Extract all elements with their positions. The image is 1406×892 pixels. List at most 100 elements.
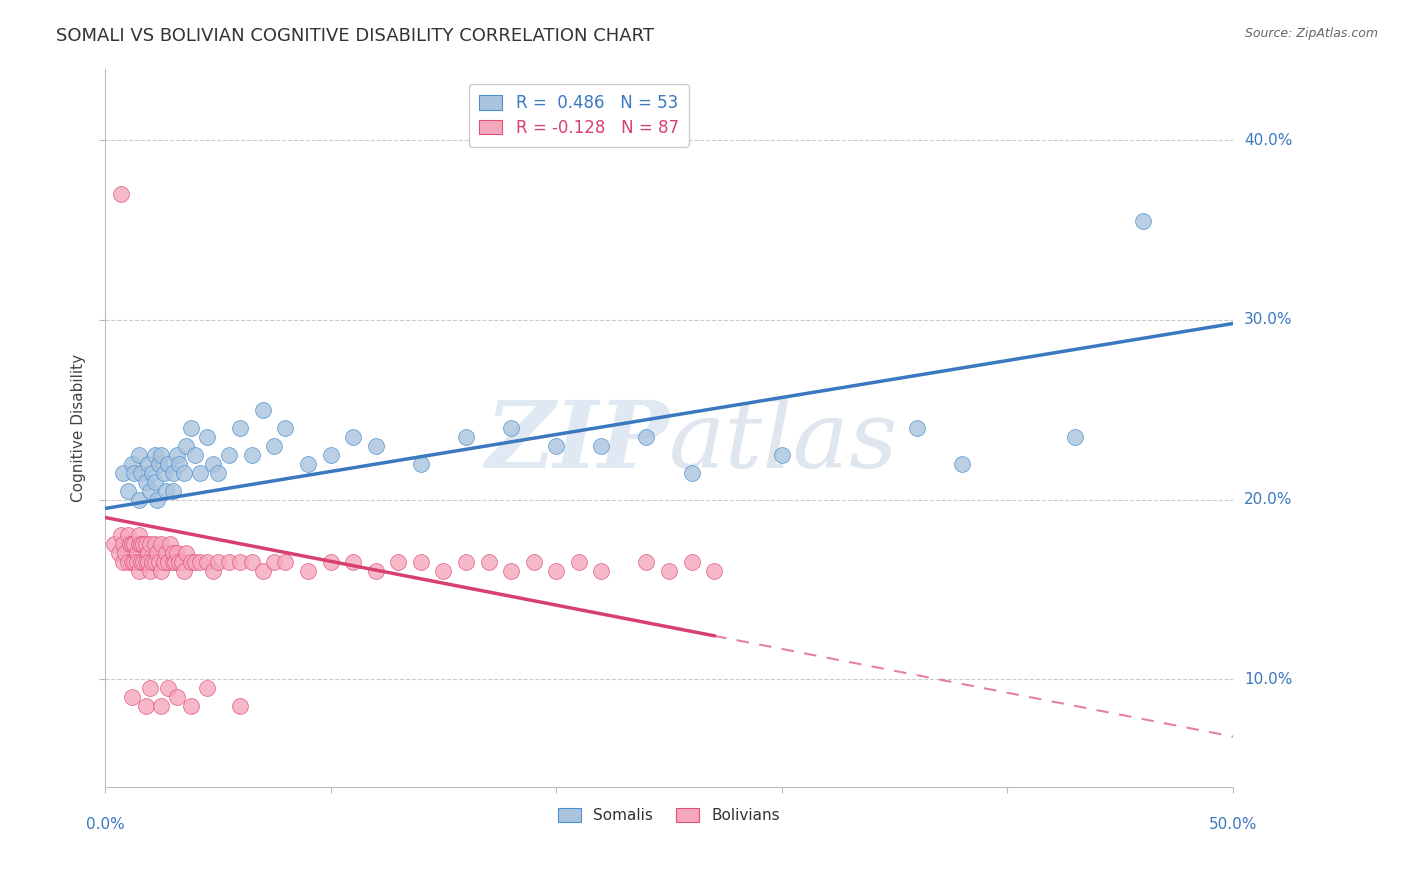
Point: [150, 537, 173, 551]
Point: [195, 430, 218, 444]
Point: [143, 475, 166, 489]
Point: [591, 439, 613, 453]
Point: [143, 555, 166, 569]
Point: [636, 555, 658, 569]
Point: [110, 528, 132, 542]
Point: [117, 555, 139, 569]
Point: [263, 555, 285, 569]
Point: [129, 537, 152, 551]
Point: [454, 555, 477, 569]
Point: [681, 555, 703, 569]
Text: Source: ZipAtlas.com: Source: ZipAtlas.com: [1244, 27, 1378, 40]
Point: [174, 546, 197, 560]
Point: [128, 565, 150, 579]
Point: [240, 555, 263, 569]
Point: [905, 420, 928, 434]
Point: [110, 187, 132, 202]
Point: [499, 565, 522, 579]
Point: [143, 448, 166, 462]
Point: [409, 555, 432, 569]
Point: [229, 420, 252, 434]
Point: [180, 555, 202, 569]
Point: [128, 537, 150, 551]
Point: [152, 555, 174, 569]
Point: [202, 457, 225, 471]
Point: [124, 555, 146, 569]
Point: [129, 555, 152, 569]
Point: [118, 537, 141, 551]
Point: [950, 457, 973, 471]
Point: [139, 537, 162, 551]
Point: [163, 555, 186, 569]
Point: [454, 430, 477, 444]
Point: [170, 555, 193, 569]
Point: [703, 565, 725, 579]
Text: 10.0%: 10.0%: [1244, 672, 1292, 687]
Point: [128, 448, 150, 462]
Point: [136, 555, 159, 569]
Point: [169, 555, 191, 569]
Point: [141, 466, 163, 480]
Point: [432, 565, 454, 579]
Point: [195, 555, 218, 569]
Point: [155, 483, 177, 498]
Point: [129, 466, 152, 480]
Point: [136, 546, 159, 560]
Point: [166, 448, 188, 462]
Point: [681, 466, 703, 480]
Point: [162, 466, 184, 480]
Point: [770, 448, 793, 462]
Point: [274, 555, 297, 569]
Legend: Somalis, Bolivians: Somalis, Bolivians: [553, 802, 786, 830]
Point: [162, 555, 184, 569]
Text: ZIP: ZIP: [485, 397, 669, 487]
Point: [180, 420, 202, 434]
Point: [114, 546, 136, 560]
Point: [169, 457, 191, 471]
Text: 20.0%: 20.0%: [1244, 492, 1292, 507]
Point: [342, 555, 364, 569]
Point: [546, 565, 568, 579]
Point: [591, 565, 613, 579]
Point: [117, 528, 139, 542]
Point: [184, 448, 207, 462]
Point: [218, 555, 240, 569]
Point: [207, 555, 229, 569]
Point: [477, 555, 499, 569]
Point: [229, 555, 252, 569]
Point: [162, 546, 184, 560]
Point: [202, 565, 225, 579]
Point: [112, 555, 135, 569]
Point: [252, 565, 274, 579]
Text: atlas: atlas: [669, 397, 898, 487]
Point: [135, 475, 157, 489]
Point: [297, 457, 319, 471]
Point: [297, 565, 319, 579]
Point: [1064, 430, 1087, 444]
Point: [125, 555, 148, 569]
Point: [143, 537, 166, 551]
Point: [240, 448, 263, 462]
Point: [124, 466, 146, 480]
Point: [499, 420, 522, 434]
Text: 0.0%: 0.0%: [86, 817, 124, 832]
Point: [159, 537, 181, 551]
Point: [125, 546, 148, 560]
Point: [132, 537, 155, 551]
Point: [152, 466, 174, 480]
Point: [188, 466, 211, 480]
Point: [132, 555, 155, 569]
Point: [146, 546, 169, 560]
Point: [263, 439, 285, 453]
Point: [117, 483, 139, 498]
Point: [252, 402, 274, 417]
Point: [128, 528, 150, 542]
Point: [173, 466, 195, 480]
Point: [107, 546, 129, 560]
Point: [195, 681, 218, 695]
Point: [112, 537, 135, 551]
Point: [229, 699, 252, 714]
Point: [218, 448, 240, 462]
Point: [157, 457, 180, 471]
Point: [150, 565, 173, 579]
